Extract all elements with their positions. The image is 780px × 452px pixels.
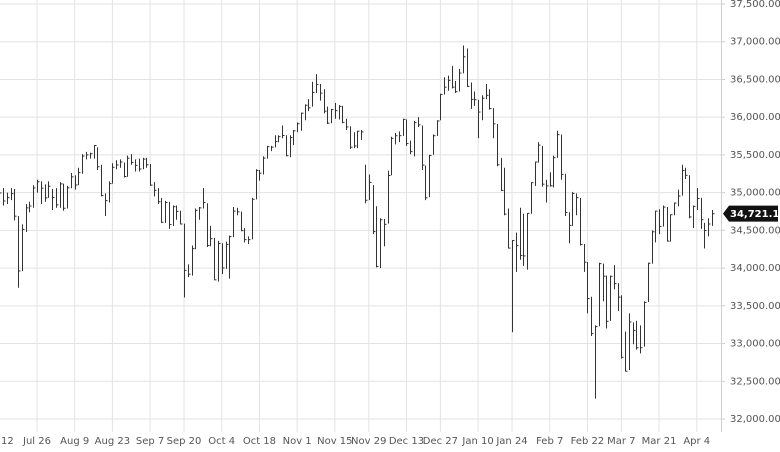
x-tick-label: Mar 7 xyxy=(607,436,635,447)
last-price-label: 34,721.12 xyxy=(730,209,780,220)
y-tick-label: 37,000.00 xyxy=(730,37,780,48)
y-tick-label: 33,000.00 xyxy=(730,339,780,350)
y-tick-label: 35,500.00 xyxy=(730,150,780,161)
y-tick-label: 34,500.00 xyxy=(730,225,780,236)
x-tick-label: Feb 22 xyxy=(571,436,605,447)
y-tick-label: 34,000.00 xyxy=(730,263,780,274)
x-tick-label: Aug 23 xyxy=(95,436,130,447)
y-tick-label: 32,000.00 xyxy=(730,414,780,425)
x-tick-label: Oct 4 xyxy=(208,436,235,447)
x-tick-label: Dec 27 xyxy=(423,436,458,447)
x-tick-label: Jan 10 xyxy=(461,436,493,447)
y-tick-label: 32,500.00 xyxy=(730,376,780,387)
y-tick-label: 36,000.00 xyxy=(730,112,780,123)
x-tick-label: Sep 20 xyxy=(167,436,202,447)
y-tick-label: 35,000.00 xyxy=(730,188,780,199)
y-tick-label: 33,500.00 xyxy=(730,301,780,312)
last-price-tag xyxy=(723,205,778,222)
x-tick-label: Jul 26 xyxy=(22,436,51,447)
x-tick-label: Aug 9 xyxy=(60,436,89,447)
x-tick-label: Oct 18 xyxy=(243,436,276,447)
y-tick-label: 36,500.00 xyxy=(730,74,780,85)
y-tick-label: 37,500.00 xyxy=(730,0,780,10)
x-tick-label: Sep 7 xyxy=(136,436,164,447)
grid xyxy=(0,0,721,432)
x-tick-label: Nov 15 xyxy=(317,436,352,447)
x-tick-label: Jan 24 xyxy=(495,436,527,447)
x-tick-label: Mar 21 xyxy=(642,436,677,447)
x-tick-label: Nov 1 xyxy=(283,436,312,447)
x-tick-label: 12 xyxy=(1,436,14,447)
x-tick-label: Apr 4 xyxy=(683,436,710,447)
x-tick-label: Dec 13 xyxy=(389,436,424,447)
x-tick-label: Nov 29 xyxy=(351,436,386,447)
x-tick-label: Feb 7 xyxy=(536,436,563,447)
